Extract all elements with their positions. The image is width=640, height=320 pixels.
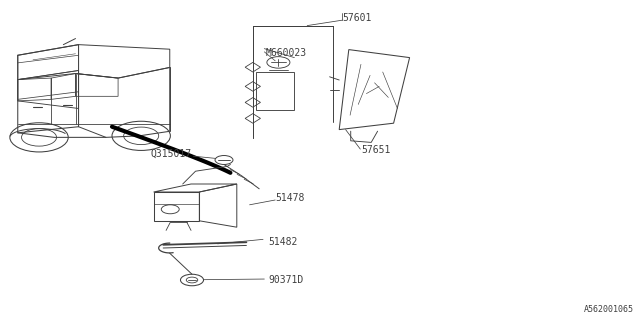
Text: M660023: M660023 (266, 48, 307, 58)
Text: 57601: 57601 (342, 12, 372, 23)
Text: 90371D: 90371D (269, 275, 304, 285)
Text: 51482: 51482 (269, 236, 298, 247)
Text: 57651: 57651 (362, 145, 391, 156)
Text: 51478: 51478 (275, 193, 305, 204)
Text: A562001065: A562001065 (584, 305, 634, 314)
Text: Q315017: Q315017 (151, 148, 192, 159)
